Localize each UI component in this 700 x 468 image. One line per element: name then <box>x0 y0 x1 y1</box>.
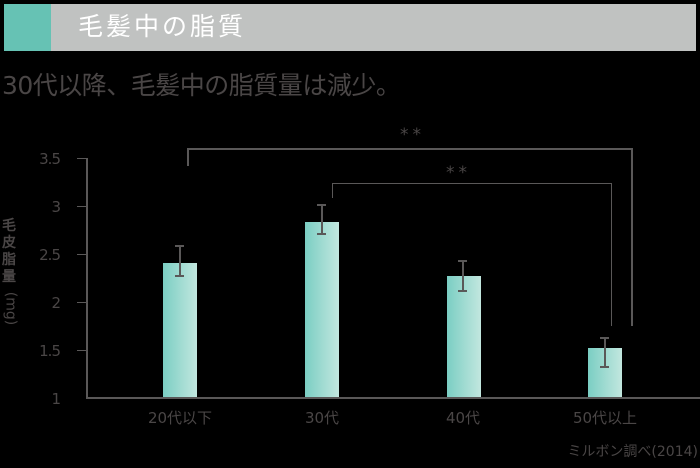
error-cap <box>458 290 467 292</box>
x-axis <box>86 397 700 399</box>
significance-bracket-inner-left <box>332 183 333 198</box>
x-tick-label: 20代以下 <box>147 409 213 427</box>
error-cap <box>317 204 326 206</box>
y-axis-label-main: 毛皮脂量 <box>2 218 16 285</box>
header-accent-square <box>4 4 51 51</box>
error-bar <box>321 204 323 234</box>
bar-40s <box>447 276 481 398</box>
x-tick-label: 40代 <box>445 409 481 427</box>
y-tick-label: 3.5 <box>39 150 61 168</box>
y-tick-label: 3 <box>51 198 61 216</box>
bar-20s-and-under <box>163 263 197 398</box>
bar-30s <box>305 222 339 398</box>
source-note: ミルボン調べ(2014) <box>567 444 698 460</box>
significance-bracket-outer <box>187 148 633 150</box>
error-bar <box>179 245 181 276</box>
significance-bracket-outer-right <box>631 148 633 326</box>
y-tick <box>77 254 87 255</box>
y-tick <box>77 206 87 207</box>
error-cap <box>600 366 609 368</box>
y-tick-label: 1 <box>51 390 61 408</box>
y-tick <box>77 350 87 351</box>
y-axis-label-unit: (mg) <box>2 291 19 326</box>
error-cap <box>317 233 326 235</box>
error-cap <box>175 245 184 247</box>
y-axis <box>86 158 88 399</box>
y-tick <box>77 158 87 159</box>
x-tick-label: 30代 <box>304 409 340 427</box>
chart-subtitle: 30代以降、毛髪中の脂質量は減少。 <box>2 71 401 100</box>
error-cap <box>600 337 609 339</box>
y-tick <box>77 302 87 303</box>
error-cap <box>458 260 467 262</box>
error-bar <box>462 260 464 290</box>
y-tick-label: 2.5 <box>39 246 61 264</box>
page-title: 毛髪中の脂質 <box>78 12 247 41</box>
y-tick-label: 2 <box>51 294 61 312</box>
error-bar <box>604 337 606 367</box>
y-axis-label: 毛皮脂量 (mg) <box>1 218 19 325</box>
y-tick-label: 1.5 <box>39 342 61 360</box>
significance-bracket-outer-left <box>187 148 189 166</box>
significance-bracket-inner <box>332 183 612 184</box>
significance-stars-inner: ** <box>446 163 471 183</box>
significance-bracket-inner-right <box>611 183 612 326</box>
x-tick-label: 50代以上 <box>572 409 638 427</box>
error-cap <box>175 275 184 277</box>
significance-stars-outer: ** <box>400 125 425 145</box>
header-bar: 毛髪中の脂質 <box>4 4 696 51</box>
